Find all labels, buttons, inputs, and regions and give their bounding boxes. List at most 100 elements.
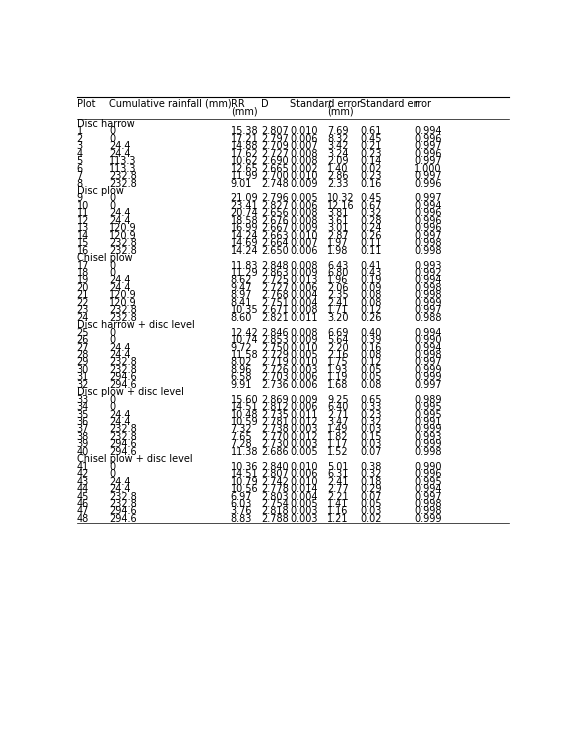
Text: 14.51: 14.51 <box>231 469 258 479</box>
Text: 0.40: 0.40 <box>360 328 381 337</box>
Text: 0.999: 0.999 <box>415 297 442 308</box>
Text: 10.79: 10.79 <box>231 477 258 486</box>
Text: 3.24: 3.24 <box>327 149 349 159</box>
Text: 9: 9 <box>77 194 83 203</box>
Text: 0.998: 0.998 <box>415 238 442 248</box>
Text: 0: 0 <box>109 328 115 337</box>
Text: 120.9: 120.9 <box>109 291 136 300</box>
Text: 232.8: 232.8 <box>109 245 136 256</box>
Text: 232.8: 232.8 <box>109 171 136 181</box>
Text: 9.25: 9.25 <box>327 395 349 404</box>
Text: 2.41: 2.41 <box>327 477 349 486</box>
Text: 0.008: 0.008 <box>290 156 317 166</box>
Text: 10.32: 10.32 <box>327 194 355 203</box>
Text: 0.003: 0.003 <box>290 365 317 375</box>
Text: 294.6: 294.6 <box>109 507 136 517</box>
Text: 2.16: 2.16 <box>327 350 349 360</box>
Text: 2.736: 2.736 <box>261 380 288 390</box>
Text: 21.09: 21.09 <box>231 194 258 203</box>
Text: 23.41: 23.41 <box>231 201 258 211</box>
Text: 0.19: 0.19 <box>360 276 381 285</box>
Text: 11: 11 <box>77 209 89 218</box>
Text: 2.664: 2.664 <box>261 238 288 248</box>
Text: 7.32: 7.32 <box>231 425 252 434</box>
Text: 0.11: 0.11 <box>360 238 381 248</box>
Text: 0.009: 0.009 <box>290 335 317 345</box>
Text: 7.28: 7.28 <box>231 439 252 450</box>
Text: 0.03: 0.03 <box>360 507 381 517</box>
Text: 2.812: 2.812 <box>261 402 288 412</box>
Text: 120.9: 120.9 <box>109 224 136 233</box>
Text: 0.996: 0.996 <box>415 216 442 226</box>
Text: 14.69: 14.69 <box>231 238 258 248</box>
Text: 7: 7 <box>77 171 83 181</box>
Text: 6.97: 6.97 <box>231 492 252 501</box>
Text: 232.8: 232.8 <box>109 492 136 501</box>
Text: 13: 13 <box>77 224 89 233</box>
Text: 0.18: 0.18 <box>360 477 381 486</box>
Text: 15.60: 15.60 <box>231 395 258 404</box>
Text: 0.008: 0.008 <box>290 328 317 337</box>
Text: 14.88: 14.88 <box>231 142 258 151</box>
Text: 294.6: 294.6 <box>109 439 136 450</box>
Text: 0.29: 0.29 <box>360 484 381 494</box>
Text: 46: 46 <box>77 499 89 509</box>
Text: 14.51: 14.51 <box>231 402 258 412</box>
Text: 1.82: 1.82 <box>327 432 349 442</box>
Text: 4: 4 <box>77 149 83 159</box>
Text: 2.703: 2.703 <box>261 372 288 383</box>
Text: 19: 19 <box>77 276 89 285</box>
Text: 0.008: 0.008 <box>290 216 317 226</box>
Text: 0.21: 0.21 <box>360 142 381 151</box>
Text: 22: 22 <box>77 297 89 308</box>
Text: 6.69: 6.69 <box>327 328 348 337</box>
Text: 2.33: 2.33 <box>327 178 349 188</box>
Text: 24.4: 24.4 <box>109 484 131 494</box>
Text: 0.32: 0.32 <box>360 417 381 427</box>
Text: 8.83: 8.83 <box>231 514 252 524</box>
Text: 16: 16 <box>77 245 89 256</box>
Text: 2.750: 2.750 <box>261 343 289 352</box>
Text: 0.998: 0.998 <box>415 283 442 293</box>
Text: 0.995: 0.995 <box>415 410 442 419</box>
Text: 0.004: 0.004 <box>290 291 317 300</box>
Text: 2.727: 2.727 <box>261 149 289 159</box>
Text: 0.006: 0.006 <box>290 283 317 293</box>
Text: D: D <box>261 99 268 108</box>
Text: 38: 38 <box>77 432 89 442</box>
Text: 0.998: 0.998 <box>415 350 442 360</box>
Text: 2.686: 2.686 <box>261 447 288 457</box>
Text: 7.65: 7.65 <box>231 432 252 442</box>
Text: 0.993: 0.993 <box>415 261 442 270</box>
Text: 0.006: 0.006 <box>290 402 317 412</box>
Text: 0.38: 0.38 <box>360 462 381 471</box>
Text: 12.42: 12.42 <box>231 328 259 337</box>
Text: 6.31: 6.31 <box>327 469 348 479</box>
Text: 0.23: 0.23 <box>360 410 381 419</box>
Text: 2.725: 2.725 <box>261 276 289 285</box>
Text: 10: 10 <box>77 201 89 211</box>
Text: 294.6: 294.6 <box>109 380 136 390</box>
Text: 2.778: 2.778 <box>261 484 289 494</box>
Text: 33: 33 <box>77 395 89 404</box>
Text: 0.43: 0.43 <box>360 268 381 278</box>
Text: 0.006: 0.006 <box>290 380 317 390</box>
Text: 7.69: 7.69 <box>327 127 349 136</box>
Text: 2.748: 2.748 <box>261 178 288 188</box>
Text: 14.24: 14.24 <box>231 245 258 256</box>
Text: 10.59: 10.59 <box>231 417 258 427</box>
Text: 0.010: 0.010 <box>290 171 317 181</box>
Text: 0.003: 0.003 <box>290 507 317 517</box>
Text: 0.45: 0.45 <box>360 134 381 144</box>
Text: 0: 0 <box>109 194 115 203</box>
Text: 0.004: 0.004 <box>290 297 317 308</box>
Text: r: r <box>415 99 419 108</box>
Text: 0.998: 0.998 <box>415 507 442 517</box>
Text: 3.20: 3.20 <box>327 312 349 323</box>
Text: 8.60: 8.60 <box>231 312 252 323</box>
Text: 0.998: 0.998 <box>415 447 442 457</box>
Text: 0.010: 0.010 <box>290 477 317 486</box>
Text: 2.807: 2.807 <box>261 127 288 136</box>
Text: 0.09: 0.09 <box>360 283 381 293</box>
Text: 0.011: 0.011 <box>290 410 317 419</box>
